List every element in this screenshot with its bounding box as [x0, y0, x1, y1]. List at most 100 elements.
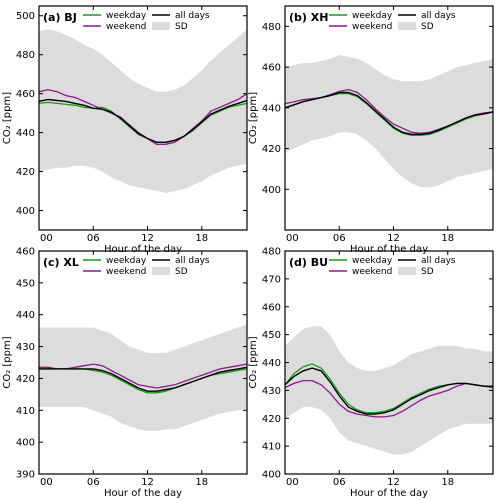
sd-band [285, 326, 493, 455]
y-tick-label: 400 [16, 438, 35, 449]
series-line-all-days [39, 366, 247, 392]
legend-swatch-sd [398, 22, 416, 30]
legend-swatch-sd [152, 22, 170, 30]
y-axis-label: CO₂ [ppm] [2, 92, 13, 144]
plot-area [39, 324, 247, 431]
y-tick-label: 450 [16, 278, 35, 289]
y-tick-label: 470 [262, 274, 281, 285]
series-line-all-days [285, 367, 493, 415]
legend-label-weekday: weekday [106, 11, 147, 21]
y-axis-label: CO₂ [ppm] [2, 336, 13, 388]
legend-label-sd: SD [421, 267, 434, 277]
legend-label-all_days: all days [175, 256, 210, 266]
legend-label-weekend: weekend [352, 267, 392, 277]
plot-area [285, 326, 493, 455]
x-tick-label: 06 [333, 233, 346, 244]
series-line-weekend [39, 363, 247, 389]
x-axis-label: Hour of the day [350, 244, 428, 255]
axes-frame [284, 5, 494, 231]
legend-label-sd: SD [175, 267, 188, 277]
y-tick-label: 440 [262, 103, 281, 114]
y-tick-label: 500 [16, 11, 35, 22]
panel-label: (c) XL [43, 256, 79, 269]
y-axis-label: CO₂ [ppm] [248, 336, 259, 388]
y-tick-label: 430 [16, 342, 35, 353]
y-tick-label: 420 [16, 374, 35, 385]
y-tick-label: 440 [16, 128, 35, 139]
legend-label-weekend: weekend [352, 22, 392, 32]
legend-swatch-sd [398, 267, 416, 275]
sd-band [39, 324, 247, 431]
x-tick-label: 18 [441, 233, 454, 244]
y-tick-label: 480 [262, 247, 281, 258]
legend-label-weekend: weekend [106, 267, 146, 277]
x-tick-label: 12 [141, 233, 154, 244]
y-tick-label: 450 [262, 330, 281, 341]
x-tick-label: 00 [286, 233, 299, 244]
y-tick-label: 480 [262, 22, 281, 33]
y-tick-label: 460 [262, 302, 281, 313]
x-tick-label: 00 [286, 477, 299, 488]
legend-label-all_days: all days [421, 256, 456, 266]
y-tick-label: 440 [262, 358, 281, 369]
y-tick-label: 420 [16, 167, 35, 178]
series-line-all-days [285, 91, 493, 135]
x-axis-label: Hour of the day [350, 488, 428, 499]
y-tick-label: 480 [16, 50, 35, 61]
x-tick-label: 18 [195, 477, 208, 488]
x-tick-label: 18 [441, 477, 454, 488]
y-tick-label: 460 [16, 89, 35, 100]
panel-3: 400 410 420 430 440 450 460 470 480 00 06 12 18 Hour … [248, 247, 494, 499]
x-tick-label: 12 [141, 477, 154, 488]
y-tick-label: 400 [262, 185, 281, 196]
x-tick-label: 12 [387, 233, 400, 244]
plot-area [285, 54, 493, 188]
y-tick-label: 390 [16, 470, 35, 481]
y-tick-label: 400 [16, 206, 35, 217]
legend-label-sd: SD [421, 22, 434, 32]
legend-label-weekend: weekend [106, 22, 146, 32]
y-axis-label: CO₂ [ppm] [248, 92, 259, 144]
y-tick-label: 440 [16, 310, 35, 321]
y-tick-label: 460 [262, 63, 281, 74]
y-tick-label: 420 [262, 144, 281, 155]
x-tick-label: 12 [387, 477, 400, 488]
x-tick-label: 06 [87, 477, 100, 488]
panel-2: 390 400 410 420 430 440 450 460 00 06 12 18 Hour of … [2, 247, 248, 499]
y-tick-label: 410 [262, 442, 281, 453]
x-tick-label: 06 [333, 477, 346, 488]
x-axis-label: Hour of the day [104, 488, 182, 499]
y-tick-label: 460 [16, 247, 35, 258]
legend-label-sd: SD [175, 22, 188, 32]
panel-label: (b) XH [289, 11, 328, 24]
x-tick-label: 06 [87, 233, 100, 244]
panel-1: 400 420 440 460 480 00 06 12 18 Hour of the day CO… [248, 5, 494, 255]
axes-frame [38, 250, 248, 475]
x-tick-label: 18 [195, 233, 208, 244]
x-tick-label: 00 [40, 233, 53, 244]
plot-area [39, 29, 247, 194]
legend-label-weekday: weekday [352, 256, 393, 266]
series-line-all-days [39, 98, 247, 143]
panel-label: (a) BJ [43, 11, 77, 24]
sd-band [39, 29, 247, 194]
legend-label-weekday: weekday [106, 256, 147, 266]
x-axis-label: Hour of the day [104, 244, 182, 255]
legend-label-weekday: weekday [352, 11, 393, 21]
axes-frame [38, 5, 248, 231]
y-tick-label: 430 [262, 386, 281, 397]
panel-0: 400 420 440 460 480 500 00 06 12 18 Hour of the da… [2, 5, 248, 255]
y-tick-label: 420 [262, 414, 281, 425]
legend-label-all_days: all days [175, 11, 210, 21]
legend-label-all_days: all days [421, 11, 456, 21]
y-tick-label: 410 [16, 406, 35, 417]
legend-swatch-sd [152, 267, 170, 275]
y-tick-label: 400 [262, 470, 281, 481]
x-tick-label: 00 [40, 477, 53, 488]
panel-label: (d) BU [289, 256, 328, 269]
